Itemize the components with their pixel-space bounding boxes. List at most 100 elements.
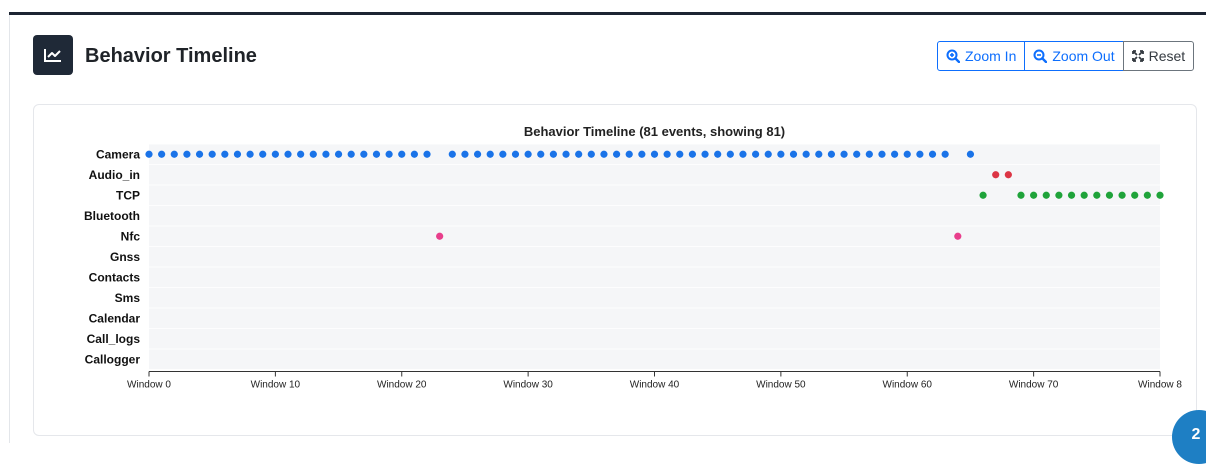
row-label-calendar: Calendar [89, 311, 141, 325]
event-point-camera [322, 150, 330, 158]
event-point-camera [208, 150, 216, 158]
event-point-camera [625, 150, 633, 158]
row-label-contacts: Contacts [89, 270, 141, 284]
event-point-camera [284, 150, 292, 158]
event-point-camera [461, 150, 469, 158]
event-point-camera [145, 150, 153, 158]
x-tick-label: Window 0 [127, 380, 171, 391]
event-point-camera [650, 150, 659, 158]
event-point-camera [410, 150, 418, 158]
event-point-camera [537, 150, 545, 158]
event-point-tcp [1067, 191, 1076, 199]
event-point-tcp [1080, 191, 1088, 199]
event-point-camera [638, 150, 646, 158]
event-point-camera [878, 150, 886, 158]
event-point-camera [853, 150, 861, 158]
event-point-camera [903, 150, 911, 158]
top-border [9, 12, 1206, 15]
event-point-camera [739, 150, 747, 158]
event-point-camera [524, 150, 532, 158]
row-label-gnss: Gnss [110, 250, 140, 264]
zoom-controls: Zoom In Zoom Out Reset [937, 41, 1195, 71]
event-point-tcp [1030, 191, 1038, 199]
row-label-bluetooth: Bluetooth [84, 209, 140, 223]
event-point-camera [575, 150, 583, 158]
event-point-nfc [954, 232, 962, 240]
event-point-camera [840, 150, 848, 158]
event-point-camera [246, 150, 254, 158]
event-point-camera [928, 150, 937, 158]
event-point-camera [815, 150, 823, 158]
event-point-camera [891, 150, 899, 158]
chart-panel: Behavior Timeline (81 events, showing 81… [33, 104, 1197, 436]
page-title: Behavior Timeline [85, 45, 257, 67]
event-point-camera [309, 150, 317, 158]
event-point-camera [587, 150, 595, 158]
row-band-sms [149, 287, 1160, 308]
event-point-audio_in [992, 171, 1000, 179]
row-band-nfc [149, 226, 1160, 247]
x-tick-label: Window 50 [756, 380, 806, 391]
zoom-in-label: Zoom In [965, 48, 1017, 64]
line-chart-icon [33, 35, 73, 75]
event-point-tcp [1042, 191, 1050, 199]
event-point-camera [398, 150, 406, 158]
event-point-tcp [1118, 191, 1126, 199]
event-point-camera [473, 150, 482, 158]
event-point-camera [752, 150, 760, 158]
event-point-camera [764, 150, 772, 158]
x-tick-label: Window 40 [630, 380, 680, 391]
zoom-out-label: Zoom Out [1052, 48, 1115, 64]
event-point-camera [221, 150, 229, 158]
event-point-camera [612, 150, 621, 158]
event-point-camera [158, 150, 166, 158]
reset-label: Reset [1148, 48, 1186, 64]
event-point-tcp [1131, 191, 1139, 199]
event-point-camera [777, 150, 785, 158]
chart-title: Behavior Timeline (81 events, showing 81… [524, 124, 785, 139]
event-point-tcp [1156, 191, 1164, 199]
x-tick-label: Window 8 [1138, 380, 1182, 391]
event-point-camera [916, 150, 924, 158]
event-point-tcp [1017, 191, 1025, 199]
x-tick-label: Window 30 [503, 380, 553, 391]
event-point-camera [688, 150, 697, 158]
event-point-camera [499, 150, 507, 158]
reset-button[interactable]: Reset [1122, 41, 1195, 71]
row-band-bluetooth [149, 205, 1160, 226]
row-label-audio_in: Audio_in [89, 168, 140, 182]
event-point-camera [941, 150, 949, 158]
row-band-tcp [149, 185, 1160, 206]
expand-icon [1131, 50, 1144, 62]
row-band-calendar [149, 308, 1160, 329]
event-point-camera [297, 150, 305, 158]
behavior-timeline-chart: Behavior Timeline (81 events, showing 81… [84, 124, 1182, 391]
zoom-in-icon [946, 49, 960, 63]
help-bubble-label: 2 [1191, 426, 1201, 443]
event-point-camera [385, 150, 393, 158]
event-point-camera [562, 150, 570, 158]
event-point-camera [486, 150, 494, 158]
event-point-tcp [1143, 191, 1151, 199]
x-tick-label: Window 10 [251, 380, 301, 391]
event-point-camera [549, 150, 558, 158]
event-point-camera [663, 150, 671, 158]
x-tick-label: Window 20 [377, 380, 427, 391]
event-point-camera [334, 150, 343, 158]
event-point-camera [966, 150, 975, 158]
event-point-camera [448, 150, 456, 158]
event-point-camera [271, 150, 279, 158]
row-label-sms: Sms [115, 291, 141, 305]
event-point-camera [233, 150, 242, 158]
row-band-callogger [149, 349, 1160, 370]
event-point-camera [259, 150, 267, 158]
zoom-out-button[interactable]: Zoom Out [1024, 41, 1124, 71]
row-band-audio_in [149, 164, 1160, 185]
zoom-in-button[interactable]: Zoom In [937, 41, 1026, 71]
event-point-camera [701, 150, 709, 158]
zoom-out-icon [1033, 49, 1048, 63]
event-point-camera [600, 150, 608, 158]
event-point-camera [372, 150, 381, 158]
row-band-gnss [149, 246, 1160, 267]
event-point-camera [347, 150, 355, 158]
